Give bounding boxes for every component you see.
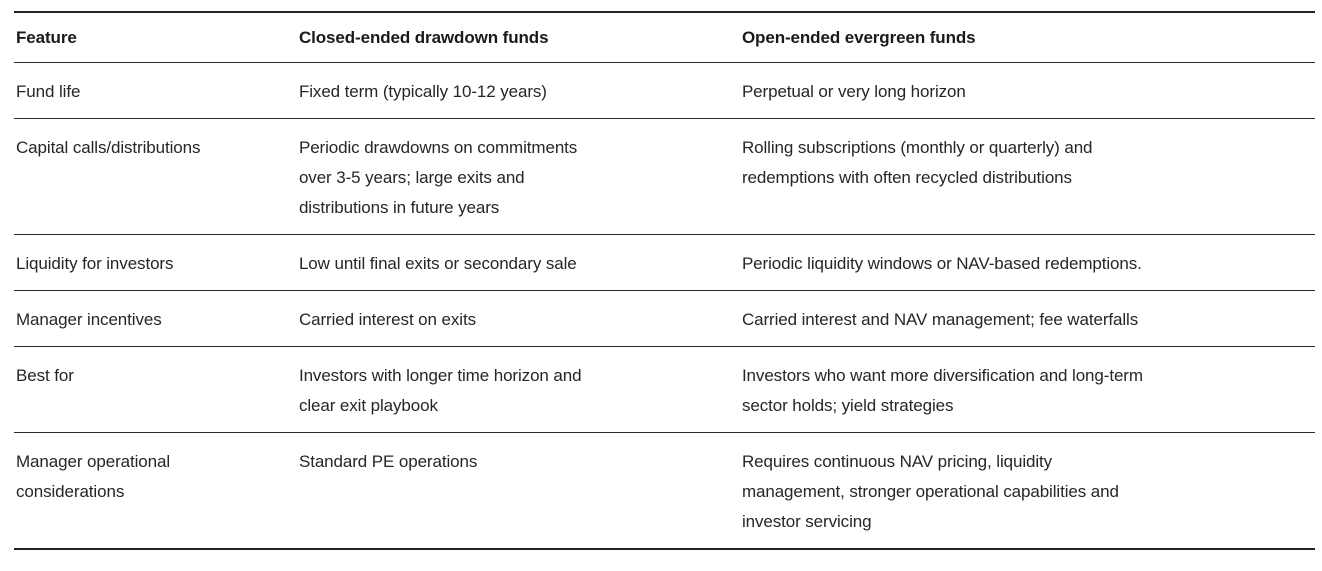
open-ended-cell: Perpetual or very long horizon — [739, 62, 1315, 119]
closed-ended-cell: Carried interest on exits — [296, 290, 740, 347]
feature-cell: Capital calls/distributions — [14, 118, 297, 235]
table-row-manager-incentives: Manager incentives Carried interest on e… — [14, 290, 1315, 347]
table-row-capital-calls: Capital calls/distributions Periodic dra… — [14, 118, 1315, 235]
feature-cell: Manager operational considerations — [16, 452, 171, 501]
closed-ended-cell: Fixed term (typically 10-12 years) — [296, 62, 740, 119]
table-row-manager-operational: Manager operational considerations Stand… — [14, 433, 1315, 550]
header-row: Feature Closed-ended drawdown funds Open… — [14, 12, 1315, 63]
feature-cell: Best for — [14, 346, 297, 433]
table-row-best-for: Best for Investors with longer time hori… — [14, 346, 1315, 433]
open-ended-cell: Periodic liquidity windows or NAV-based … — [739, 234, 1315, 291]
fund-comparison-table: Feature Closed-ended drawdown funds Open… — [14, 11, 1315, 550]
table-row-liquidity: Liquidity for investors Low until final … — [14, 234, 1315, 291]
feature-cell: Liquidity for investors — [14, 234, 297, 291]
column-header-open-ended: Open-ended evergreen funds — [739, 12, 1315, 63]
closed-ended-cell: Low until final exits or secondary sale — [296, 234, 740, 291]
closed-ended-cell: Periodic drawdowns on commitments over 3… — [296, 118, 740, 235]
feature-cell: Manager incentives — [14, 290, 297, 347]
closed-ended-cell: Standard PE operations — [298, 452, 478, 471]
open-ended-cell: Investors who want more diversification … — [739, 346, 1315, 433]
column-header-feature: Feature — [14, 12, 297, 63]
table-row-fund-life: Fund life Fixed term (typically 10-12 ye… — [14, 62, 1315, 119]
column-header-closed-ended: Closed-ended drawdown funds — [296, 12, 740, 63]
feature-cell: Fund life — [14, 62, 297, 119]
open-ended-cell: Carried interest and NAV management; fee… — [739, 290, 1315, 347]
open-ended-cell: Requires continuous NAV pricing, liquidi… — [741, 452, 1119, 531]
closed-ended-cell: Investors with longer time horizon and c… — [296, 346, 740, 433]
fund-comparison-table-container: Feature Closed-ended drawdown funds Open… — [14, 11, 1315, 550]
open-ended-cell: Rolling subscriptions (monthly or quarte… — [739, 118, 1315, 235]
